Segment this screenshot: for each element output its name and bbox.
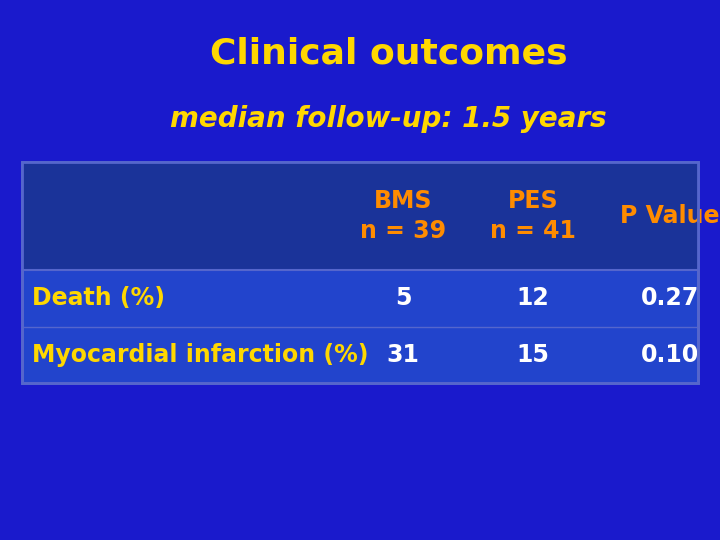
Text: 15: 15 xyxy=(516,343,549,367)
Text: 5: 5 xyxy=(395,286,411,310)
Text: median follow-up: 1.5 years: median follow-up: 1.5 years xyxy=(171,105,607,133)
Text: Death (%): Death (%) xyxy=(32,286,166,310)
Text: P Value: P Value xyxy=(620,204,719,228)
Text: Clinical outcomes: Clinical outcomes xyxy=(210,37,567,71)
FancyBboxPatch shape xyxy=(22,162,698,383)
Text: Myocardial infarction (%): Myocardial infarction (%) xyxy=(32,343,369,367)
FancyBboxPatch shape xyxy=(22,162,698,270)
Text: 31: 31 xyxy=(387,343,420,367)
Text: BMS
n = 39: BMS n = 39 xyxy=(360,189,446,243)
Text: 0.27: 0.27 xyxy=(641,286,698,310)
Text: 12: 12 xyxy=(516,286,549,310)
Text: PES
n = 41: PES n = 41 xyxy=(490,189,576,243)
Text: 0.10: 0.10 xyxy=(641,343,698,367)
